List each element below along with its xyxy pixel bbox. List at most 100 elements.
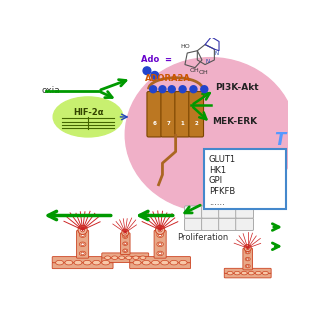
FancyBboxPatch shape	[76, 230, 89, 258]
Circle shape	[201, 86, 208, 93]
Ellipse shape	[124, 236, 126, 238]
Ellipse shape	[170, 260, 178, 265]
Text: ADORA2A: ADORA2A	[145, 74, 191, 83]
FancyBboxPatch shape	[202, 206, 220, 218]
Ellipse shape	[112, 256, 118, 260]
Ellipse shape	[262, 271, 268, 275]
Circle shape	[168, 86, 175, 93]
Text: HIF-2α: HIF-2α	[73, 108, 103, 117]
Ellipse shape	[92, 260, 100, 265]
Ellipse shape	[78, 225, 87, 235]
Ellipse shape	[157, 251, 164, 256]
FancyBboxPatch shape	[185, 206, 202, 218]
FancyBboxPatch shape	[185, 218, 202, 230]
Text: 1: 1	[181, 121, 184, 125]
Ellipse shape	[157, 242, 164, 247]
Ellipse shape	[81, 234, 84, 236]
Ellipse shape	[161, 260, 169, 265]
Ellipse shape	[246, 251, 249, 253]
Ellipse shape	[124, 243, 126, 245]
FancyBboxPatch shape	[204, 149, 286, 209]
Ellipse shape	[79, 251, 86, 256]
Circle shape	[179, 86, 186, 93]
Ellipse shape	[102, 260, 110, 265]
Text: 6: 6	[153, 121, 156, 125]
FancyBboxPatch shape	[219, 206, 236, 218]
Text: GLUT1: GLUT1	[209, 155, 236, 164]
FancyBboxPatch shape	[102, 257, 149, 262]
FancyBboxPatch shape	[120, 233, 130, 254]
FancyBboxPatch shape	[202, 218, 220, 230]
FancyBboxPatch shape	[52, 262, 113, 268]
Text: GPI: GPI	[209, 176, 223, 185]
Text: 2: 2	[195, 121, 198, 125]
Circle shape	[143, 67, 151, 75]
Text: MEK-ERK: MEK-ERK	[212, 117, 257, 126]
Ellipse shape	[79, 233, 86, 237]
Text: PI3K-Akt: PI3K-Akt	[215, 83, 259, 92]
Ellipse shape	[255, 271, 261, 275]
Text: PFKFB: PFKFB	[209, 187, 235, 196]
FancyBboxPatch shape	[161, 92, 176, 137]
Text: OH: OH	[199, 70, 209, 75]
Text: N: N	[205, 59, 209, 64]
Ellipse shape	[126, 256, 132, 260]
FancyBboxPatch shape	[236, 218, 253, 230]
FancyBboxPatch shape	[224, 268, 271, 273]
FancyBboxPatch shape	[154, 230, 166, 258]
Ellipse shape	[246, 258, 249, 260]
Ellipse shape	[133, 260, 141, 265]
Ellipse shape	[158, 243, 162, 246]
Ellipse shape	[246, 265, 249, 267]
Ellipse shape	[122, 229, 129, 236]
Ellipse shape	[140, 256, 146, 260]
Text: N: N	[214, 51, 219, 56]
Ellipse shape	[79, 242, 86, 247]
Ellipse shape	[105, 256, 111, 260]
FancyBboxPatch shape	[130, 262, 190, 268]
Text: 7: 7	[167, 121, 171, 125]
Ellipse shape	[81, 252, 84, 255]
Ellipse shape	[245, 257, 250, 261]
Ellipse shape	[56, 260, 64, 265]
Text: Ado  =: Ado =	[141, 55, 172, 64]
Ellipse shape	[245, 264, 250, 268]
Ellipse shape	[241, 271, 247, 275]
Ellipse shape	[152, 260, 159, 265]
FancyBboxPatch shape	[236, 206, 253, 218]
Ellipse shape	[142, 260, 150, 265]
FancyBboxPatch shape	[219, 218, 236, 230]
Ellipse shape	[123, 242, 128, 245]
Ellipse shape	[81, 228, 84, 232]
Ellipse shape	[234, 271, 240, 275]
Text: ......: ......	[209, 198, 225, 207]
Circle shape	[159, 86, 166, 93]
FancyBboxPatch shape	[189, 92, 204, 137]
Circle shape	[151, 71, 159, 79]
Ellipse shape	[133, 256, 139, 260]
Ellipse shape	[246, 247, 249, 250]
Ellipse shape	[81, 243, 84, 246]
Text: oxia: oxia	[42, 86, 60, 95]
Ellipse shape	[158, 234, 162, 236]
FancyBboxPatch shape	[147, 92, 162, 137]
Text: T: T	[275, 131, 286, 149]
Ellipse shape	[53, 97, 123, 137]
Ellipse shape	[227, 271, 233, 275]
Ellipse shape	[119, 256, 125, 260]
FancyBboxPatch shape	[243, 248, 252, 270]
FancyBboxPatch shape	[224, 273, 271, 278]
Ellipse shape	[124, 250, 126, 252]
Ellipse shape	[158, 228, 162, 232]
Ellipse shape	[156, 225, 165, 235]
Text: OH: OH	[189, 68, 199, 73]
FancyBboxPatch shape	[102, 253, 149, 258]
FancyBboxPatch shape	[130, 257, 190, 263]
Ellipse shape	[74, 260, 82, 265]
Ellipse shape	[65, 260, 73, 265]
Ellipse shape	[83, 260, 91, 265]
Circle shape	[150, 86, 156, 93]
Text: Proliferation: Proliferation	[177, 233, 228, 242]
Text: HO: HO	[180, 44, 190, 49]
Ellipse shape	[157, 233, 164, 237]
